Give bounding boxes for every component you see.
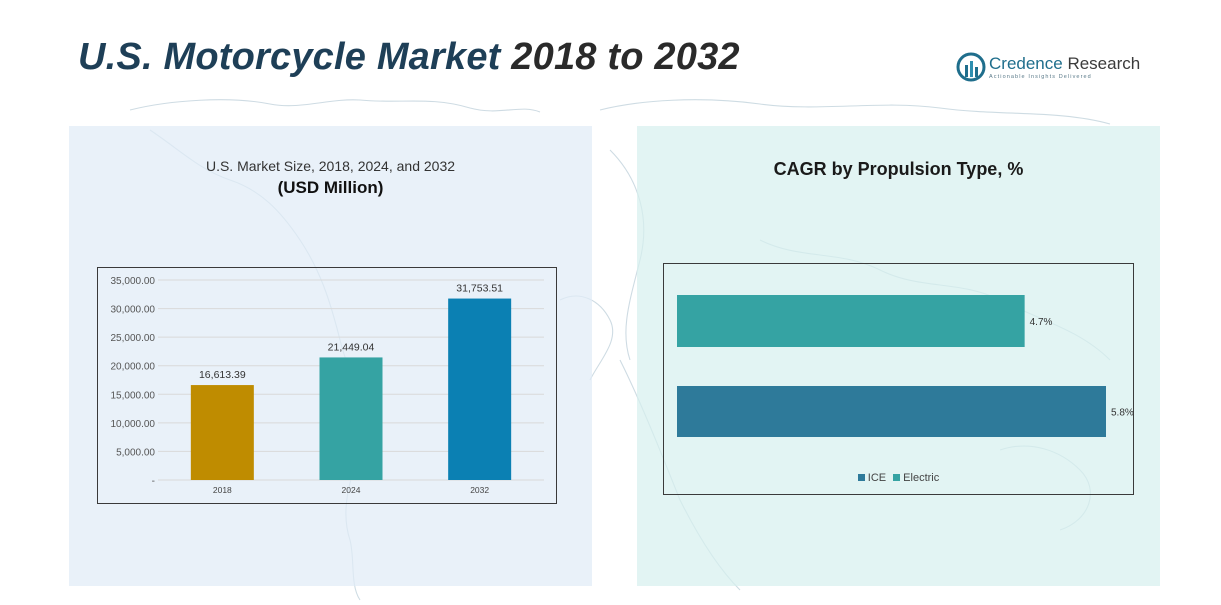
y-tick-label: 30,000.00 — [111, 305, 156, 316]
logo-brand: Credence Research — [989, 54, 1141, 73]
bar-value-label: 5.8% — [1111, 408, 1133, 419]
cagr-panel: CAGR by Propulsion Type, % 4.7% 5.8% ICE … — [637, 126, 1160, 586]
y-tick-label: 15,000.00 — [111, 390, 156, 401]
title-main: U.S. Motorcycle Market — [78, 36, 501, 78]
bar-value-label: 31,753.51 — [456, 283, 503, 295]
bar-2032 — [448, 298, 512, 480]
y-tick-label: 35,000.00 — [111, 276, 156, 287]
bar-value-label: 21,449.04 — [328, 341, 375, 353]
bar-2018 — [190, 385, 254, 480]
cagr-bar-chart: 4.7% 5.8% — [677, 295, 1134, 437]
x-tick-label: 2018 — [213, 485, 232, 495]
x-tick-label: 2032 — [470, 485, 489, 495]
y-tick-label: 20,000.00 — [111, 362, 156, 373]
y-tick-label: - — [152, 476, 155, 487]
title-years: 2018 to 2032 — [511, 36, 740, 78]
cagr-chart-title: CAGR by Propulsion Type, % — [773, 159, 1024, 179]
page-title: U.S. Motorcycle Market 2018 to 2032 — [78, 36, 740, 79]
legend-swatch-electric — [893, 474, 901, 481]
market-size-subtitle: U.S. Market Size, 2018, 2024, and 2032 — [205, 158, 456, 174]
legend-item-ice: ICE — [857, 472, 887, 484]
legend-item-electric: Electric — [893, 472, 939, 484]
legend-label-ice: ICE — [867, 472, 887, 484]
bar-electric — [677, 295, 1025, 347]
y-tick-label: 5,000.00 — [116, 447, 155, 458]
bar-2024 — [319, 357, 383, 480]
market-size-panel: U.S. Market Size, 2018, 2024, and 2032 (… — [69, 126, 592, 586]
y-tick-label: 10,000.00 — [111, 419, 156, 430]
bar-value-label: 4.7% — [1030, 317, 1053, 328]
cagr-chart-frame: 4.7% 5.8% ICE Electric — [663, 263, 1134, 495]
logo-tagline: Actionable Insights Delivered — [989, 74, 1092, 80]
market-size-chart-frame: - 5,000.00 10,000.00 15,000.00 20,000.00 25,0… — [97, 267, 557, 504]
credence-logo-icon — [956, 52, 986, 82]
legend-swatch-ice — [857, 474, 865, 481]
y-tick-label: 25,000.00 — [111, 333, 156, 344]
x-tick-label: 2024 — [342, 485, 361, 495]
legend-label-electric: Electric — [903, 472, 940, 484]
credence-research-logo: Credence Research Actionable Insights De… — [956, 52, 1146, 88]
bar-value-label: 16,613.39 — [199, 369, 246, 381]
bar-ice — [677, 386, 1106, 437]
cagr-legend: ICE Electric — [664, 472, 1133, 484]
market-size-unit: (USD Million) — [277, 178, 384, 197]
market-size-bar-chart: - 5,000.00 10,000.00 15,000.00 20,000.00 25,0… — [111, 276, 544, 495]
